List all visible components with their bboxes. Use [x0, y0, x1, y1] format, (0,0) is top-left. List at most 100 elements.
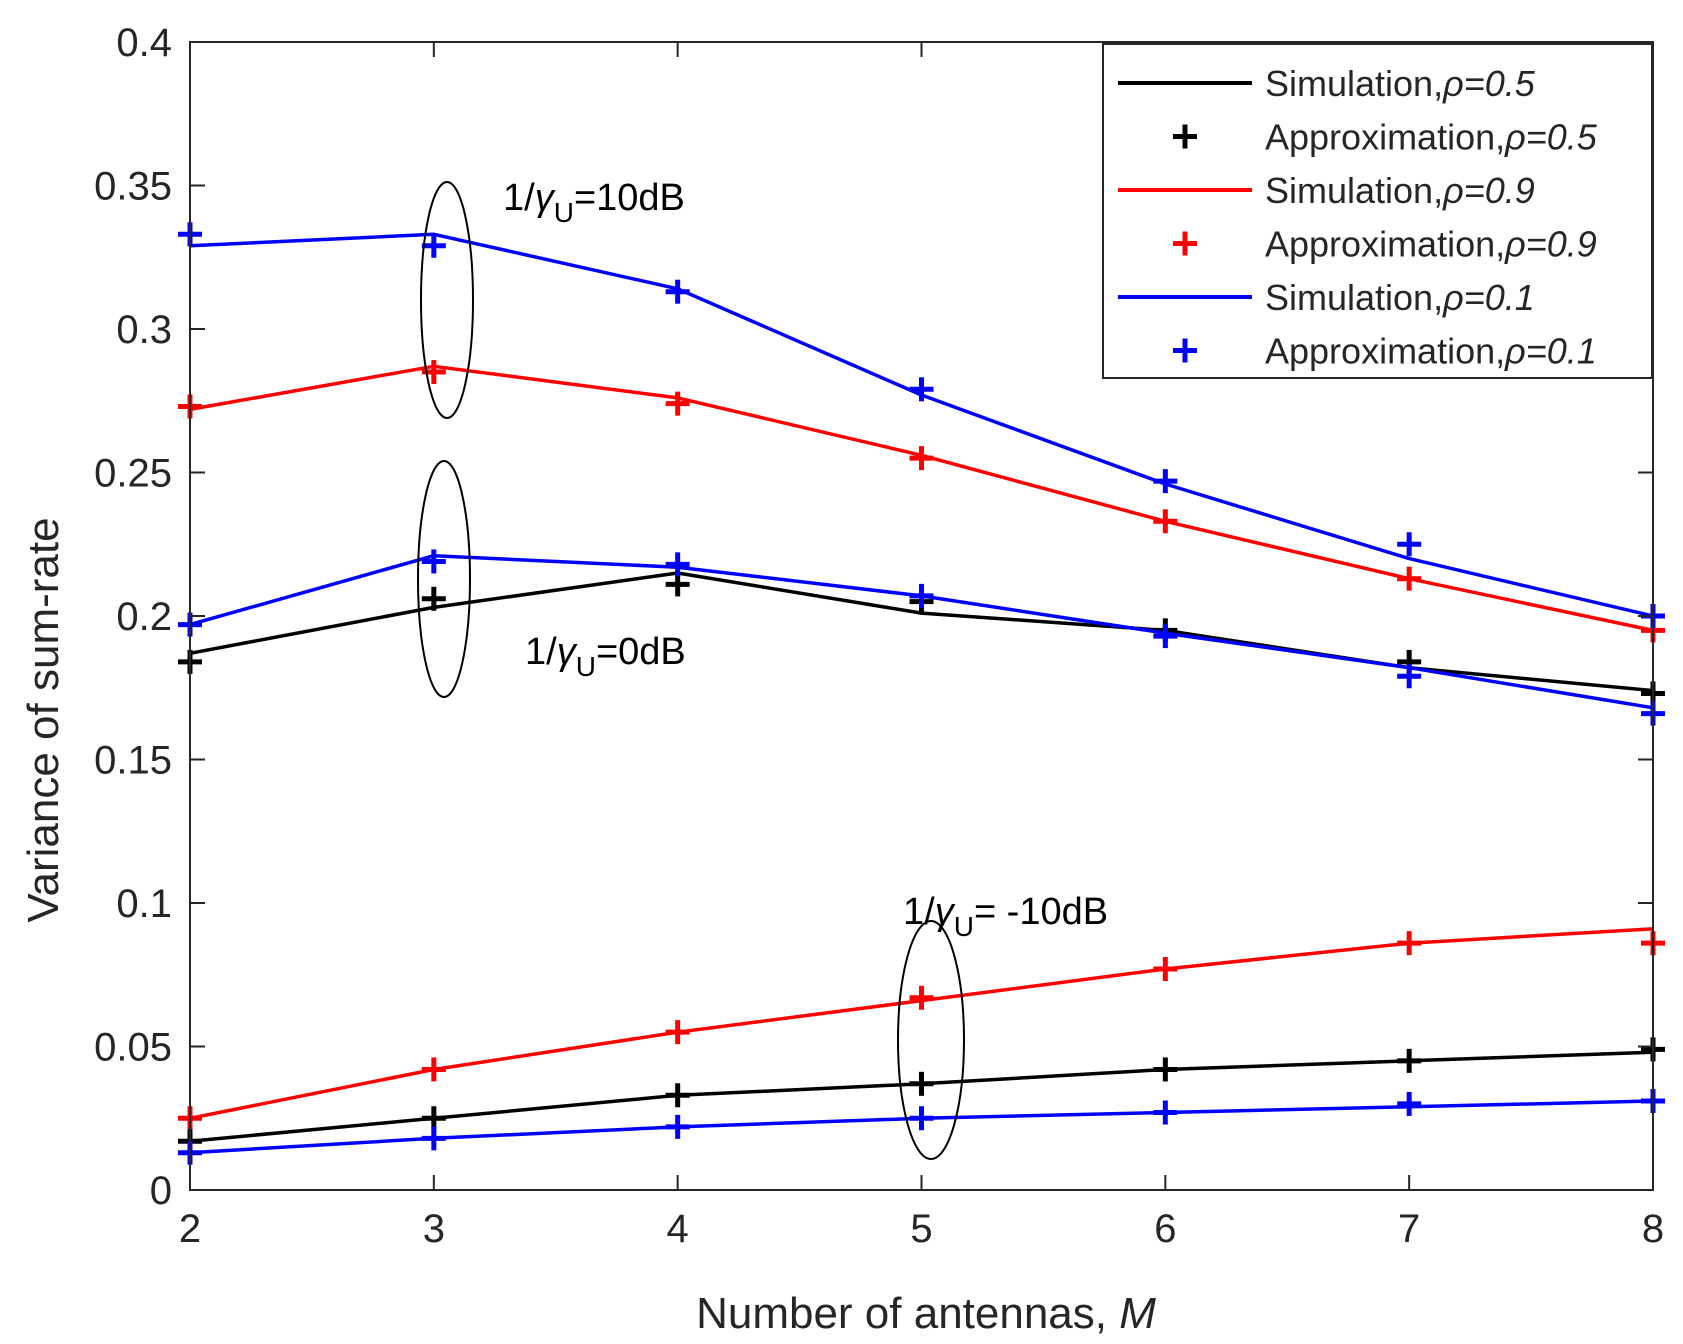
approx-marker-10dB-rho-0.9-m7 — [1397, 566, 1422, 591]
approx-marker--10dB-rho-0.5-m5 — [909, 1071, 934, 1096]
x-tick-label-5: 5 — [910, 1207, 932, 1251]
legend-item-0-label: Simulation,ρ=0.5 — [1265, 63, 1536, 104]
axes-layer: 2 3 4 5 6 7 8 0 0.05 0.1 0.15 0.2 0.25 0.3 0.35 0.4 — [94, 21, 1664, 1251]
legend-item-4-label-text: Simulation, — [1265, 277, 1443, 318]
annotation-minus10dB: 1/γU= -10dB — [903, 891, 1108, 942]
series-layer — [178, 222, 1665, 1165]
approx-marker-0dB-rho-0.1-m7 — [1397, 664, 1422, 689]
legend-item-3-label: Approximation,ρ=0.9 — [1265, 224, 1597, 265]
approx-marker-10dB-rho-0.1-m4 — [665, 279, 690, 304]
y-tick-label-1: 0.05 — [94, 1026, 172, 1070]
y-tick-label-5: 0.25 — [94, 452, 172, 496]
approx-marker-10dB-rho-0.1-m5 — [909, 377, 934, 402]
legend-item-2: Simulation,ρ=0.9 — [1118, 170, 1535, 211]
approx-marker--10dB-rho-0.5-m3 — [421, 1106, 446, 1131]
approx-marker--10dB-rho-0.1-m5 — [909, 1106, 934, 1131]
annotation-0dB: 1/γU=0dB — [525, 631, 686, 682]
approx-marker-0dB-rho-0.1-m6 — [1153, 624, 1178, 649]
approx-marker--10dB-rho-0.9-m5 — [909, 985, 934, 1010]
ellipse-minus10dB — [897, 920, 965, 1160]
legend-item-4: Simulation,ρ=0.1 — [1118, 277, 1535, 318]
legend-item-2-label-text: Simulation, — [1265, 170, 1443, 211]
approx-marker--10dB-rho-0.1-m4 — [665, 1114, 690, 1139]
approx-marker-0dB-rho-0.1-m4 — [665, 552, 690, 577]
legend-item-0: Simulation,ρ=0.5 — [1118, 63, 1536, 104]
annotation-10dB-prefix: 1/ — [503, 177, 535, 219]
legend-item-3-label-rho: ρ=0.9 — [1504, 224, 1597, 265]
approx-marker-0dB-rho-0.1-m5 — [909, 583, 934, 608]
legend-item-3-label-text: Approximation, — [1265, 224, 1505, 265]
annotation-10dB-sub: U — [554, 197, 574, 228]
annotation-10dB-suffix: =10dB — [574, 177, 685, 219]
legend-item-4-label-rho: ρ=0.1 — [1442, 277, 1535, 318]
approx-marker-10dB-rho-0.1-m7 — [1397, 532, 1422, 557]
x-tick-label-2: 2 — [179, 1207, 201, 1251]
legend-item-5-marker-swatch — [1173, 338, 1197, 363]
annotation-minus10dB-prefix: 1/ — [903, 891, 935, 933]
annotation-10dB-gamma: γ — [535, 177, 556, 219]
y-tick-label-3: 0.15 — [94, 739, 172, 783]
annotation-0dB-prefix: 1/ — [525, 631, 557, 673]
approx-marker-10dB-rho-0.9-m4 — [665, 391, 690, 416]
approx-marker--10dB-rho-0.9-m6 — [1153, 957, 1178, 982]
approx-marker-0dB-rho-0.1-m3 — [421, 549, 446, 574]
approx-marker-10dB-rho-0.9-m5 — [909, 446, 934, 471]
legend-item-3: Approximation,ρ=0.9 — [1173, 224, 1597, 265]
legend-item-1-marker-swatch — [1173, 124, 1197, 149]
series-group--10dB — [178, 927, 1665, 1165]
approx-marker--10dB-rho-0.5-m6 — [1153, 1057, 1178, 1082]
ellipse-0dB — [417, 460, 471, 698]
y-tick-label-7: 0.35 — [94, 165, 172, 209]
approx-marker--10dB-rho-0.1-m7 — [1397, 1091, 1422, 1116]
legend-item-1-label-rho: ρ=0.5 — [1504, 117, 1598, 158]
approx-marker-10dB-rho-0.1-m3 — [421, 233, 446, 258]
approx-marker--10dB-rho-0.9-m7 — [1397, 931, 1422, 956]
approx-marker-10dB-rho-0.1-m6 — [1153, 469, 1178, 494]
annotation-0dB-gamma: γ — [557, 631, 578, 673]
legend-item-1-label-text: Approximation, — [1265, 117, 1505, 158]
y-tick-label-4: 0.2 — [116, 595, 172, 639]
approx-marker--10dB-rho-0.1-m6 — [1153, 1100, 1178, 1125]
legend-item-4-label: Simulation,ρ=0.1 — [1265, 277, 1535, 318]
y-tick-label-6: 0.3 — [116, 308, 172, 352]
approx-marker-0dB-rho-0.5-m3 — [421, 586, 446, 611]
legend-item-3-marker-swatch — [1173, 231, 1197, 256]
x-axis-label: Number of antennas, M — [696, 1289, 1156, 1338]
legend-item-1: Approximation,ρ=0.5 — [1173, 117, 1598, 158]
approx-marker--10dB-rho-0.9-m4 — [665, 1020, 690, 1045]
annotation-minus10dB-gamma: γ — [935, 891, 956, 933]
x-tick-label-6: 6 — [1154, 1207, 1176, 1251]
y-tick-label-0: 0 — [150, 1169, 172, 1213]
annotation-0dB-sub: U — [576, 651, 596, 682]
approx-marker-0dB-rho-0.5-m4 — [665, 572, 690, 597]
annotation-0dB-suffix: =0dB — [596, 631, 686, 673]
y-tick-label-8: 0.4 — [116, 21, 172, 65]
legend-item-0-label-rho: ρ=0.5 — [1442, 63, 1536, 104]
legend-box — [1102, 43, 1653, 379]
approx-marker-10dB-rho-0.9-m6 — [1153, 509, 1178, 534]
annotation-minus10dB-sub: U — [954, 911, 974, 942]
legend-item-5-label-text: Approximation, — [1265, 331, 1505, 372]
legend-item-2-label-rho: ρ=0.9 — [1442, 170, 1535, 211]
legend-item-5: Approximation,ρ=0.1 — [1173, 331, 1597, 372]
legend: Simulation,ρ=0.5Approximation,ρ=0.5Simul… — [1102, 43, 1653, 379]
y-axis-label: Variance of sum-rate — [19, 517, 68, 922]
approx-marker--10dB-rho-0.5-m7 — [1397, 1048, 1422, 1073]
approx-marker--10dB-rho-0.9-m3 — [421, 1057, 446, 1082]
legend-item-0-label-text: Simulation, — [1265, 63, 1443, 104]
x-tick-label-4: 4 — [667, 1207, 689, 1251]
legend-item-5-label: Approximation,ρ=0.1 — [1265, 331, 1597, 372]
approx-marker--10dB-rho-0.5-m4 — [665, 1083, 690, 1108]
approx-marker--10dB-rho-0.1-m3 — [421, 1126, 446, 1151]
legend-item-5-label-rho: ρ=0.1 — [1504, 331, 1597, 372]
x-tick-label-3: 3 — [423, 1207, 445, 1251]
y-tick-label-2: 0.1 — [116, 882, 172, 926]
x-tick-label-8: 8 — [1642, 1207, 1664, 1251]
annotation-minus10dB-suffix: = -10dB — [974, 891, 1108, 933]
ellipse-10dB — [420, 181, 474, 419]
x-tick-label-7: 7 — [1398, 1207, 1420, 1251]
legend-item-2-label: Simulation,ρ=0.9 — [1265, 170, 1535, 211]
annotation-10dB: 1/γU=10dB — [503, 177, 685, 228]
